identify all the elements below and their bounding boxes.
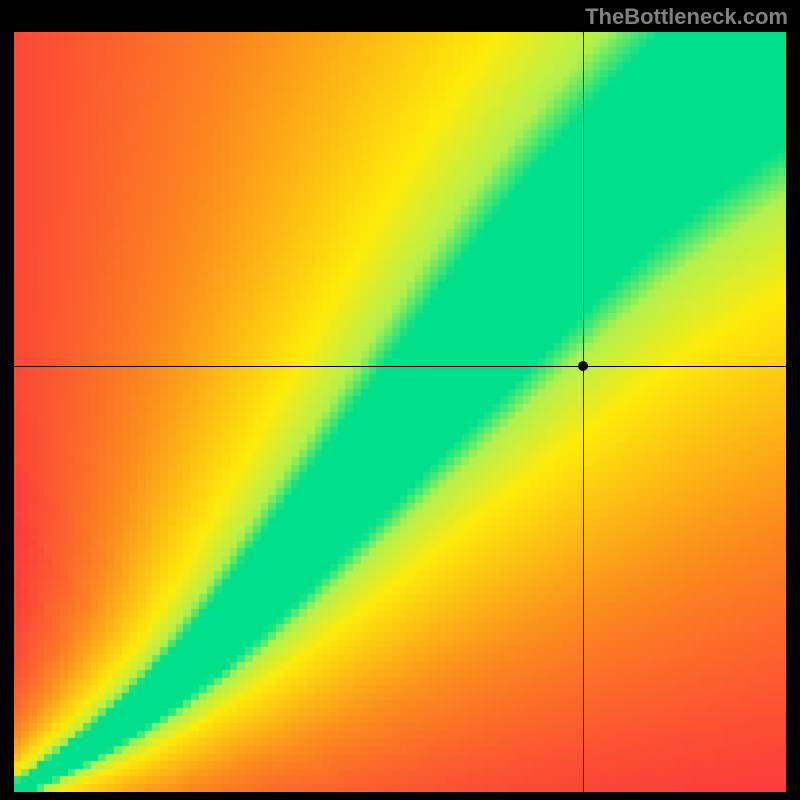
heatmap-plot	[14, 32, 786, 792]
heatmap-canvas	[14, 32, 786, 792]
selected-point-marker	[578, 361, 588, 371]
crosshair-vertical	[583, 32, 584, 792]
watermark-text: TheBottleneck.com	[585, 4, 788, 30]
crosshair-horizontal	[14, 366, 786, 367]
